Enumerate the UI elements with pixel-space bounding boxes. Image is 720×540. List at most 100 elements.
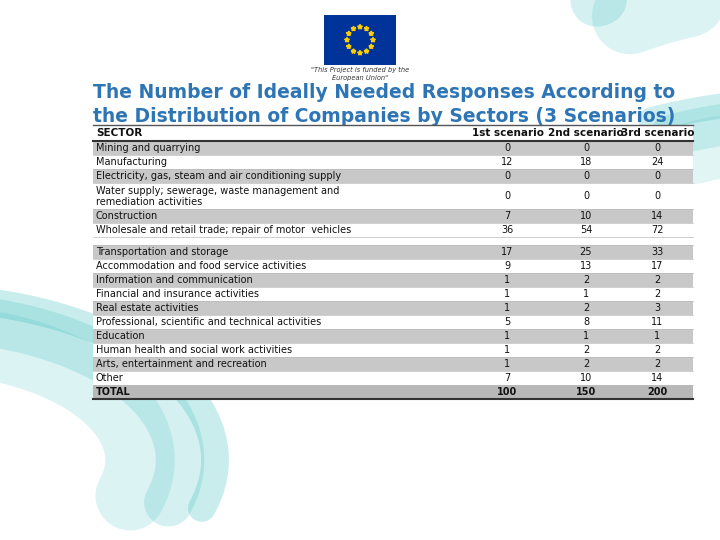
Text: 1st scenario: 1st scenario xyxy=(472,128,544,138)
Polygon shape xyxy=(346,44,351,49)
Bar xyxy=(93,384,693,399)
Text: 200: 200 xyxy=(647,387,667,396)
Text: 12: 12 xyxy=(501,157,513,167)
Bar xyxy=(93,315,693,329)
Bar xyxy=(93,301,693,315)
Text: 3: 3 xyxy=(654,302,660,313)
Text: 2: 2 xyxy=(654,345,661,355)
Polygon shape xyxy=(358,51,362,55)
Text: 2nd scenario: 2nd scenario xyxy=(548,128,624,138)
Text: 14: 14 xyxy=(652,211,664,221)
Text: TOTAL: TOTAL xyxy=(96,387,131,396)
Text: 150: 150 xyxy=(576,387,596,396)
Bar xyxy=(93,125,693,141)
Text: 2: 2 xyxy=(583,302,589,313)
Text: 36: 36 xyxy=(501,225,513,235)
Text: 1: 1 xyxy=(505,275,510,285)
Text: Financial and insurance activities: Financial and insurance activities xyxy=(96,288,259,299)
Text: 1: 1 xyxy=(505,288,510,299)
Text: Mining and quarrying: Mining and quarrying xyxy=(96,143,200,153)
Polygon shape xyxy=(371,37,375,42)
Text: 0: 0 xyxy=(505,171,510,181)
Text: 0: 0 xyxy=(505,143,510,153)
Text: Professional, scientific and technical activities: Professional, scientific and technical a… xyxy=(96,316,321,327)
Bar xyxy=(93,259,693,273)
Text: 10: 10 xyxy=(580,373,592,383)
Bar xyxy=(93,169,693,183)
Bar xyxy=(93,237,693,245)
Bar xyxy=(93,183,693,209)
Text: "This Project is funded by the
European Union": "This Project is funded by the European … xyxy=(311,67,409,80)
Text: Information and communication: Information and communication xyxy=(96,275,253,285)
Polygon shape xyxy=(358,24,362,29)
Text: 2: 2 xyxy=(654,275,661,285)
Bar xyxy=(93,342,693,356)
Text: Construction: Construction xyxy=(96,211,158,221)
Text: 2: 2 xyxy=(654,359,661,369)
Text: SECTOR: SECTOR xyxy=(96,128,143,138)
Bar xyxy=(93,273,693,287)
Bar xyxy=(93,370,693,384)
Bar xyxy=(93,223,693,237)
Polygon shape xyxy=(369,31,374,36)
Text: Transportation and storage: Transportation and storage xyxy=(96,247,228,256)
Text: 1: 1 xyxy=(505,302,510,313)
Text: 13: 13 xyxy=(580,261,592,271)
Text: 17: 17 xyxy=(501,247,513,256)
Text: 1: 1 xyxy=(583,288,589,299)
Text: Other: Other xyxy=(96,373,124,383)
Bar xyxy=(93,245,693,259)
Polygon shape xyxy=(364,49,369,53)
Text: 3rd scenario: 3rd scenario xyxy=(621,128,694,138)
Text: 14: 14 xyxy=(652,373,664,383)
Text: Accommodation and food service activities: Accommodation and food service activitie… xyxy=(96,261,306,271)
Text: 18: 18 xyxy=(580,157,592,167)
Bar xyxy=(93,155,693,169)
Polygon shape xyxy=(369,44,374,49)
Text: 7: 7 xyxy=(505,373,510,383)
Bar xyxy=(324,15,396,65)
Text: Human health and social work activities: Human health and social work activities xyxy=(96,345,292,355)
Text: 25: 25 xyxy=(580,247,593,256)
Text: Real estate activities: Real estate activities xyxy=(96,302,199,313)
Text: 54: 54 xyxy=(580,225,592,235)
Text: 72: 72 xyxy=(652,225,664,235)
Text: 0: 0 xyxy=(654,143,660,153)
Text: 7: 7 xyxy=(505,211,510,221)
Text: 2: 2 xyxy=(654,288,661,299)
Polygon shape xyxy=(351,26,356,31)
Text: 1: 1 xyxy=(505,359,510,369)
Text: 0: 0 xyxy=(583,191,589,201)
Bar xyxy=(93,329,693,342)
Text: 1: 1 xyxy=(505,345,510,355)
Text: remediation activities: remediation activities xyxy=(96,197,202,207)
Text: 2: 2 xyxy=(583,359,589,369)
Text: The Number of Ideally Needed Responses According to
the Distribution of Companie: The Number of Ideally Needed Responses A… xyxy=(93,83,675,126)
Polygon shape xyxy=(346,31,351,36)
Text: Wholesale and retail trade; repair of motor  vehicles: Wholesale and retail trade; repair of mo… xyxy=(96,225,351,235)
Text: 9: 9 xyxy=(505,261,510,271)
Text: 2: 2 xyxy=(583,345,589,355)
Text: 8: 8 xyxy=(583,316,589,327)
Text: 0: 0 xyxy=(505,191,510,201)
Text: 0: 0 xyxy=(654,191,660,201)
Text: Education: Education xyxy=(96,330,145,341)
Text: Electricity, gas, steam and air conditioning supply: Electricity, gas, steam and air conditio… xyxy=(96,171,341,181)
Text: 10: 10 xyxy=(580,211,592,221)
Text: 1: 1 xyxy=(654,330,660,341)
Text: 24: 24 xyxy=(652,157,664,167)
Text: 5: 5 xyxy=(505,316,510,327)
Text: 2: 2 xyxy=(583,275,589,285)
Text: Manufacturing: Manufacturing xyxy=(96,157,167,167)
Text: 11: 11 xyxy=(652,316,664,327)
Text: 100: 100 xyxy=(498,387,518,396)
Text: Water supply; sewerage, waste management and: Water supply; sewerage, waste management… xyxy=(96,186,339,196)
Polygon shape xyxy=(345,37,349,42)
Text: 0: 0 xyxy=(583,171,589,181)
Polygon shape xyxy=(364,26,369,31)
Bar xyxy=(93,356,693,370)
Polygon shape xyxy=(351,49,356,53)
Text: 33: 33 xyxy=(652,247,664,256)
Bar xyxy=(93,287,693,301)
Text: 1: 1 xyxy=(505,330,510,341)
